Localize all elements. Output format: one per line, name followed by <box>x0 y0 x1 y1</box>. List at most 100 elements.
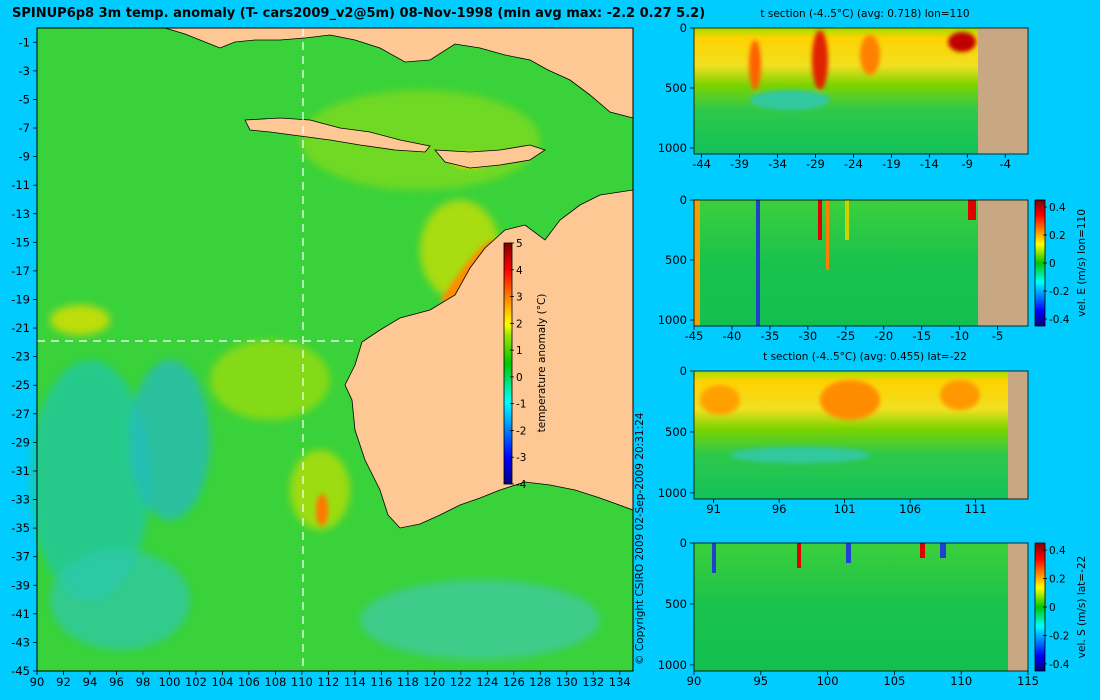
map-colorbar: 5 4 3 2 1 0 -1 -2 -3 -4 temperature anomaly (°C) <box>503 238 548 491</box>
t-section-lon-panel: t section (-4..5°C) (avg: 0.718) lon=110… <box>658 8 1029 171</box>
map-y-tick-label: -11 <box>11 178 30 192</box>
y-tick-label: 1000 <box>658 141 687 155</box>
x-tick-label: -40 <box>723 329 742 343</box>
map-x-tick-label: 132 <box>582 675 604 689</box>
x-tick-label: -34 <box>768 157 787 171</box>
land-australia <box>344 189 634 529</box>
x-tick-label: -9 <box>962 157 973 171</box>
map-y-tick-label: -13 <box>11 207 30 221</box>
y-tick-label: 500 <box>665 253 687 267</box>
x-tick-label: -35 <box>761 329 780 343</box>
x-tick-label: 115 <box>1017 674 1039 688</box>
colorbar-tick-label: 0 <box>516 372 523 384</box>
vel-e-colorbar-ticks: 0.4 0.2 0 -0.2 -0.4 <box>1043 202 1070 326</box>
map-y-tick-label: -35 <box>11 521 30 535</box>
map-y-tick-label: -15 <box>11 235 30 249</box>
y-tick-label: 0 <box>680 364 687 378</box>
y-tick-label: 500 <box>665 425 687 439</box>
map-y-tick-label: -1 <box>19 35 30 49</box>
colorbar-tick-label: -0.4 <box>1049 659 1070 671</box>
t-section-lon-field <box>694 28 978 154</box>
colorbar-tick-label: -3 <box>516 452 526 464</box>
x-tick-label: 95 <box>753 674 768 688</box>
x-tick-label: -10 <box>950 329 969 343</box>
y-tick-label: 0 <box>680 21 687 35</box>
x-tick-label: -15 <box>912 329 931 343</box>
land-nusa-tenggara <box>434 144 546 169</box>
vel-s-panel: 90 95 100 105 110 115 0 500 1000 0.4 0.2 0 -0.2 -0.… <box>658 536 1088 688</box>
x-tick-label: 101 <box>834 502 856 516</box>
map-y-ticks: -1 -3 -5 -7 -9 -11 -13 -15 -17 -19 -21 -23 -25 -27 -29… <box>11 35 37 678</box>
x-tick-label: -14 <box>920 157 939 171</box>
vel-s-features <box>712 543 946 573</box>
colorbar-tick-label: -0.2 <box>1049 286 1070 298</box>
land-sumatra-borneo <box>164 27 634 119</box>
vel-s-frame <box>693 542 1029 672</box>
t-section-lat-frame <box>693 370 1029 500</box>
vel-e-land <box>978 200 1028 326</box>
t-section-lon-x-ticks: -44 -39 -34 -29 -24 -19 -14 -9 -4 <box>692 154 1011 171</box>
vel-s-x-ticks: 90 95 100 105 110 115 <box>687 671 1039 688</box>
map-y-tick-label: -17 <box>11 264 30 278</box>
map-x-tick-label: 126 <box>503 675 525 689</box>
y-tick-label: 1000 <box>658 486 687 500</box>
map-x-ticks: 90 92 94 96 98 100 102 104 106 108 110 112 114 116 118… <box>30 671 631 689</box>
colorbar-tick-label: -0.4 <box>1049 314 1070 326</box>
x-tick-label: -45 <box>685 329 704 343</box>
x-tick-label: -44 <box>692 157 711 171</box>
vel-e-x-ticks: -45 -40 -35 -30 -25 -20 -15 -10 -5 <box>685 326 1003 343</box>
x-tick-label: 91 <box>706 502 721 516</box>
map-x-tick-label: 112 <box>317 675 339 689</box>
vel-e-frame <box>693 199 1029 327</box>
colorbar-tick-label: 0.4 <box>1049 545 1066 557</box>
x-tick-label: -4 <box>999 157 1010 171</box>
t-section-lon-land <box>978 28 1028 154</box>
anomaly-map: 90 92 94 96 98 100 102 104 106 108 110 112 114 116 118… <box>11 27 634 689</box>
map-x-tick-label: 92 <box>56 675 71 689</box>
y-tick-label: 1000 <box>658 658 687 672</box>
x-tick-label: 106 <box>899 502 921 516</box>
colorbar-tick-label: 5 <box>516 238 523 250</box>
map-y-tick-label: -3 <box>19 64 30 78</box>
y-tick-label: 0 <box>680 193 687 207</box>
land-java <box>244 117 431 153</box>
map-x-tick-label: 114 <box>344 675 366 689</box>
map-x-tick-label: 102 <box>185 675 207 689</box>
map-x-tick-label: 110 <box>291 675 313 689</box>
colorbar-tick-label: 4 <box>516 265 523 277</box>
map-x-tick-label: 122 <box>450 675 472 689</box>
map-x-tick-label: 118 <box>397 675 419 689</box>
x-tick-label: 110 <box>950 674 972 688</box>
map-x-tick-label: 104 <box>211 675 233 689</box>
map-y-tick-label: -39 <box>11 578 30 592</box>
map-y-tick-label: -9 <box>19 150 30 164</box>
map-x-tick-label: 128 <box>529 675 551 689</box>
colorbar-tick-label: 0.4 <box>1049 202 1066 214</box>
x-tick-label: 105 <box>883 674 905 688</box>
t-section-lat-x-ticks: 91 96 101 106 111 <box>706 499 987 516</box>
t-section-lon-frame <box>693 27 1029 155</box>
colorbar-tick-label: 1 <box>516 345 523 357</box>
x-tick-label: -29 <box>806 157 825 171</box>
x-tick-label: -24 <box>844 157 863 171</box>
x-tick-label: -25 <box>836 329 855 343</box>
vel-e-colorbar-label: vel. E (m/s) lon=110 <box>1076 209 1088 317</box>
x-tick-label: -20 <box>874 329 893 343</box>
map-x-tick-label: 100 <box>158 675 180 689</box>
vel-s-field <box>694 543 1008 671</box>
map-x-tick-label: 124 <box>476 675 498 689</box>
map-colorbar-ticks: 5 4 3 2 1 0 -1 -2 -3 -4 <box>510 238 527 491</box>
x-tick-label: 100 <box>817 674 839 688</box>
x-tick-label: -39 <box>730 157 749 171</box>
map-x-tick-label: 108 <box>264 675 286 689</box>
y-tick-label: 500 <box>665 81 687 95</box>
map-y-tick-label: -45 <box>11 664 30 678</box>
map-x-tick-label: 96 <box>109 675 124 689</box>
vel-e-features <box>694 200 976 326</box>
colorbar-tick-label: 2 <box>516 318 523 330</box>
copyright-text: © Copyright CSIRO 2009 02-Sep-2009 20:31… <box>634 412 646 665</box>
map-y-tick-label: -43 <box>11 635 30 649</box>
t-section-lat-title: t section (-4..5°C) (avg: 0.455) lat=-22 <box>763 351 967 363</box>
y-tick-label: 500 <box>665 597 687 611</box>
